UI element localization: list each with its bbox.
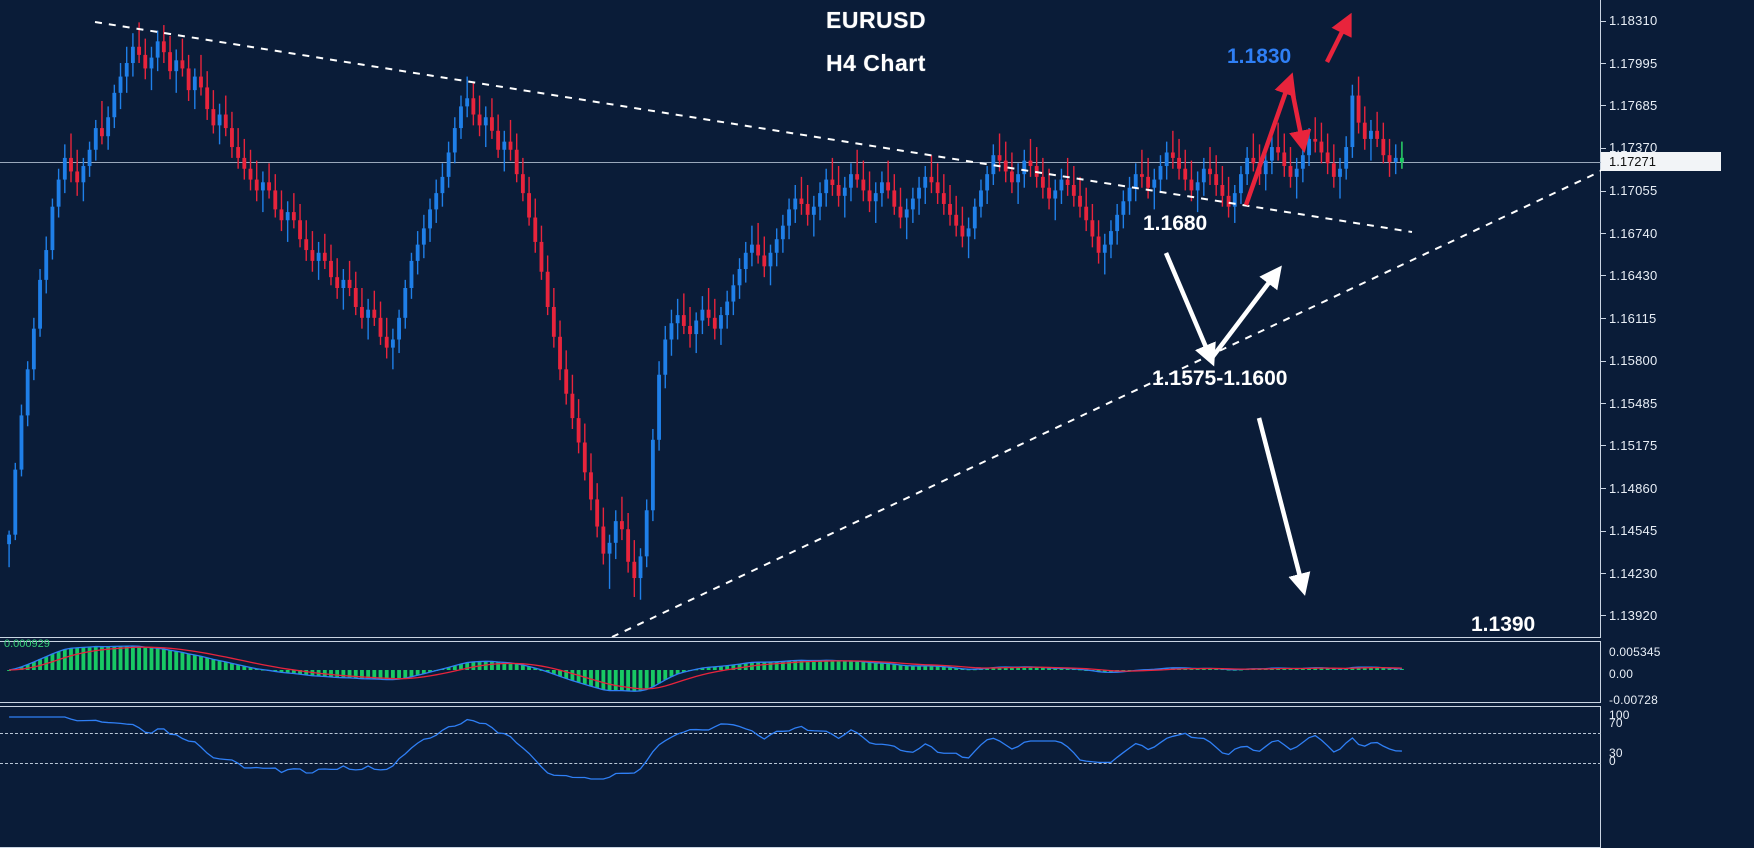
price-tick: 1.16430 [1600,267,1658,283]
macd-tick: -0.00728 [1609,693,1658,707]
macd-tick: 0.00 [1609,667,1634,681]
current-price-badge: 1.17271 [1601,151,1721,171]
macd-tick: 0.005345 [1609,645,1661,659]
osc-level-70 [0,733,1601,734]
price-tick: 1.17055 [1600,183,1658,199]
price-tick: 1.15175 [1600,437,1658,453]
macd-value-label: 0.000929 [4,638,50,650]
descending-resistance [94,21,1413,233]
macd-histogram [7,645,1404,692]
oscillator-line [9,716,1402,780]
price-tick: 1.14230 [1600,565,1658,581]
price-tick: 1.16740 [1600,225,1658,241]
price-tick: 1.17685 [1600,97,1658,113]
price-tick: 1.15485 [1600,395,1658,411]
oscillator-tick: 30 [1609,746,1623,760]
oscillator-tick: 70 [1609,716,1623,730]
price-tick: 1.16115 [1600,310,1657,326]
price-tick: 1.14860 [1600,480,1658,496]
target-1-1830: 1.1830 [1227,45,1292,68]
level-1-1680: 1.1680 [1143,212,1208,235]
price-tick: 1.14545 [1600,523,1658,539]
oscillator-tick: 0 [1609,754,1616,768]
oscillator-tick: 100 [1609,708,1630,722]
macd-indicator-panel[interactable]: 0.000929 [0,638,1601,703]
candlestick-series [7,22,1404,600]
osc-level-30 [0,763,1601,764]
price-tick: 1.17995 [1600,55,1658,71]
price-chart-panel[interactable] [0,0,1601,638]
trendline-overlay [94,21,1600,637]
chart-timeframe-label: H4 Chart [826,50,926,76]
page-title: EURUSD [826,7,927,33]
price-tick: 1.17370 [1600,140,1658,156]
price-axis[interactable]: 1.18310 1.17995 1.17685 1.17370 1.17055 1.167… [1600,0,1754,847]
zone-1-1575-1-1600: 1.1575-1.1600 [1152,367,1288,390]
price-tick: 1.18310 [1600,13,1658,28]
price-tick: 1.13920 [1600,607,1658,623]
price-tick: 1.15800 [1600,353,1658,369]
current-price-line [0,162,1601,163]
oscillator-indicator-panel[interactable] [0,706,1601,848]
target-1-1390: 1.1390 [1471,613,1536,636]
ascending-support [611,170,1600,637]
